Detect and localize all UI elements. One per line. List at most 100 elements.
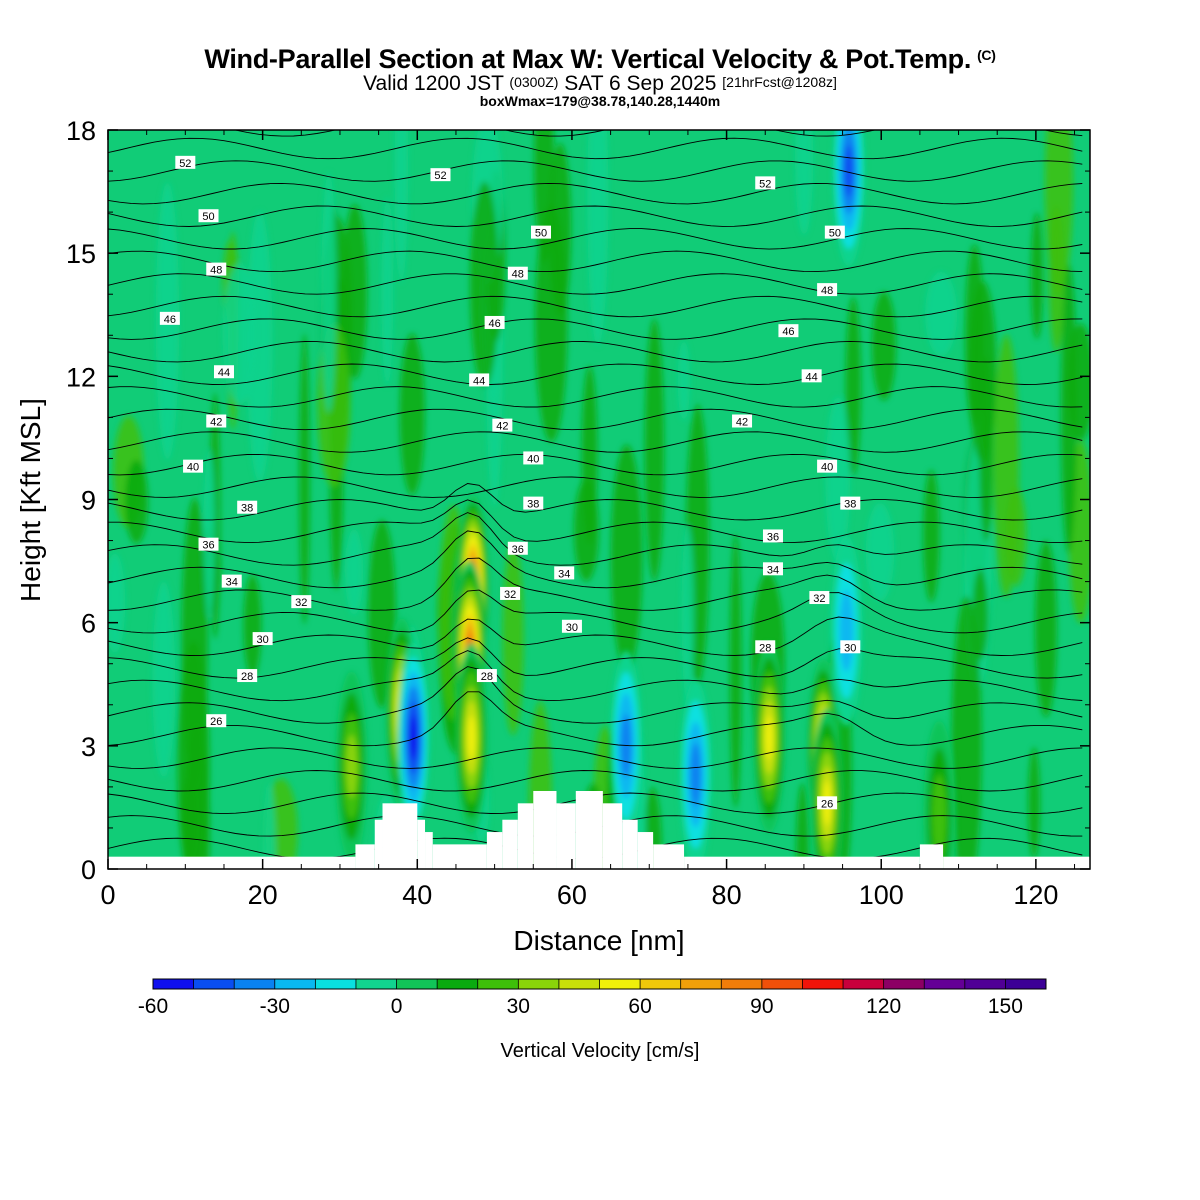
theta-contour	[108, 650, 1083, 702]
field-band	[243, 574, 262, 678]
contour-label-box	[817, 283, 838, 297]
y-tick-label: 6	[81, 609, 96, 639]
x-tick-label: 40	[402, 880, 432, 910]
contour-label-text: 48	[512, 269, 524, 281]
field-band	[796, 783, 809, 869]
contour-label-text: 40	[527, 453, 539, 465]
field-band	[394, 130, 409, 283]
terrain-block	[684, 856, 920, 870]
contour-label-text: 28	[241, 671, 253, 683]
contour-label: 30	[561, 619, 582, 634]
terrain-block	[108, 856, 356, 870]
contour-label: 46	[778, 324, 799, 338]
terrain-block	[374, 819, 383, 870]
contour-label-text: 44	[218, 367, 230, 379]
field-band	[345, 528, 364, 615]
contour-label-text: 40	[821, 462, 833, 474]
contour-label-box	[817, 796, 838, 810]
field-band	[1048, 205, 1065, 352]
colorbar-swatch	[153, 979, 195, 989]
field-band	[246, 210, 273, 483]
contour-label-text: 38	[527, 499, 539, 511]
field-band	[108, 553, 126, 653]
contour-label: 42	[732, 414, 753, 428]
x-axis-label: Distance [nm]	[513, 925, 684, 956]
subtitle: boxWmax=179@38.78,140.28,1440m	[479, 93, 721, 109]
y-tick-label: 15	[66, 239, 96, 269]
colorbar-swatch	[843, 979, 885, 989]
colorbar-swatch	[680, 979, 722, 989]
contour-label-box	[198, 209, 219, 223]
theta-contour	[108, 637, 1083, 679]
velocity-cell	[839, 590, 854, 672]
colorbar-tick-label: 90	[750, 995, 773, 1018]
contour-label-text: 46	[782, 326, 794, 338]
contour-label-box	[801, 369, 822, 383]
colorbar-swatch	[315, 979, 357, 989]
field-band	[181, 497, 208, 790]
colorbar-tick-label: -60	[138, 995, 168, 1018]
contour-label: 42	[206, 414, 227, 428]
contour-label: 48	[206, 262, 227, 277]
field-band	[470, 181, 500, 388]
terrain-block	[425, 832, 433, 870]
field-band	[1005, 487, 1027, 586]
contour-label-box	[213, 365, 234, 379]
colorbar-swatch	[518, 979, 560, 989]
contour-label: 40	[523, 451, 544, 465]
colorbar-swatch	[234, 979, 276, 989]
contour-label-text: 44	[473, 375, 485, 387]
theta-contour	[108, 137, 1083, 160]
contour-label: 44	[801, 369, 822, 383]
contour-label-box	[492, 418, 513, 432]
contour-label: 42	[492, 418, 513, 433]
velocity-cell	[844, 145, 854, 197]
y-tick-label: 12	[66, 362, 96, 392]
contour-label: 34	[554, 566, 575, 580]
colorbar: -60 -30 0 30 60 90 120 150	[138, 978, 1047, 1018]
contour-label: 28	[755, 640, 776, 654]
contour-label-box	[469, 373, 490, 387]
field-band	[729, 534, 742, 808]
terrain-block	[517, 803, 534, 870]
valid-prefix: Valid 1200 JST	[363, 72, 504, 95]
colorbar-swatch	[477, 979, 519, 989]
contour-label-box	[221, 574, 242, 588]
terrain-block	[653, 844, 685, 870]
contour-label: 28	[476, 669, 497, 683]
colorbar-swatch	[883, 979, 925, 989]
colorbar-tick-label: -30	[260, 995, 290, 1018]
x-tick-label: 0	[100, 880, 115, 910]
field-band	[321, 172, 337, 413]
x-tick-label: 20	[248, 880, 278, 910]
contour-label-box	[762, 529, 783, 543]
contour-label-text: 36	[202, 540, 214, 552]
theta-contour	[108, 340, 1083, 363]
velocity-cell	[346, 734, 357, 799]
contour-label: 32	[291, 595, 312, 609]
contour-label-box	[206, 714, 227, 728]
contour-label: 44	[213, 365, 234, 379]
contour-label-text: 42	[736, 416, 748, 428]
contour-label-box	[430, 168, 451, 182]
colorbar-swatch	[761, 979, 803, 989]
terrain-block	[432, 844, 487, 870]
field-band	[925, 271, 958, 357]
contour-label: 52	[755, 176, 776, 190]
contour-label: 36	[198, 537, 219, 552]
terrain-block	[533, 790, 557, 870]
x-tick-label: 100	[859, 880, 904, 910]
terrain-block	[382, 803, 418, 870]
terrain-block	[486, 832, 503, 870]
contour-label: 28	[237, 669, 258, 683]
field-band	[1035, 540, 1057, 718]
valid-date: SAT 6 Sep 2025	[564, 72, 717, 95]
terrain-block	[502, 819, 518, 870]
contour-label: 44	[469, 373, 490, 387]
contour-label-text: 40	[187, 462, 199, 474]
contour-label: 38	[237, 500, 258, 515]
contour-label-text: 32	[295, 597, 307, 609]
copyright-mark: (C)	[977, 47, 996, 63]
contour-label-text: 38	[241, 503, 253, 515]
